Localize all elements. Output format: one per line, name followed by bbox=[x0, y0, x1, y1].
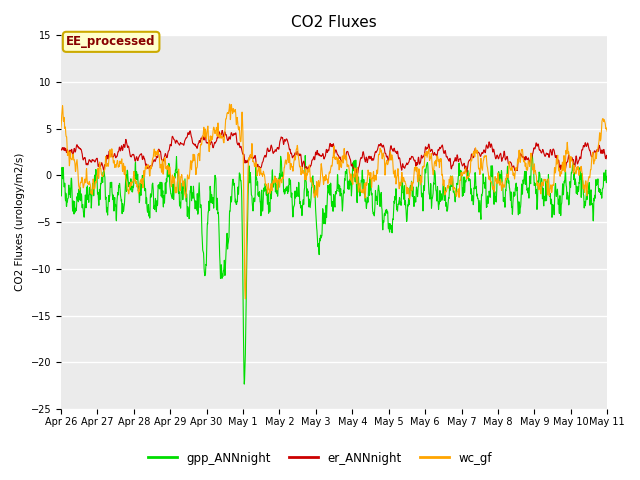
Legend: gpp_ANNnight, er_ANNnight, wc_gf: gpp_ANNnight, er_ANNnight, wc_gf bbox=[143, 447, 497, 469]
Text: EE_processed: EE_processed bbox=[67, 36, 156, 48]
Y-axis label: CO2 Fluxes (urology/m2/s): CO2 Fluxes (urology/m2/s) bbox=[15, 153, 25, 291]
Title: CO2 Fluxes: CO2 Fluxes bbox=[291, 15, 377, 30]
